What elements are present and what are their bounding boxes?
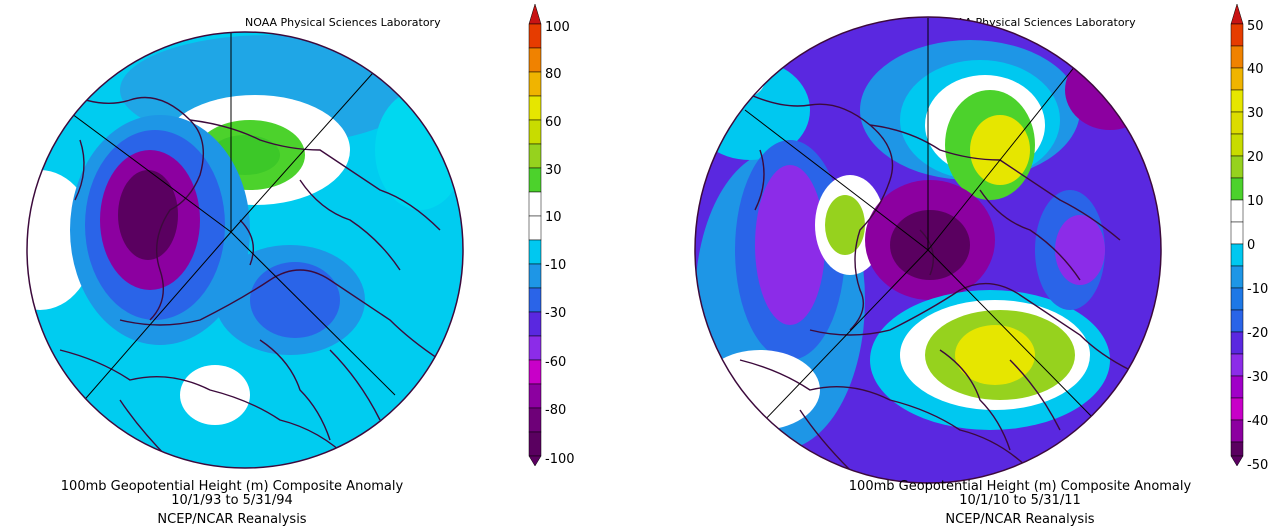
colorbar-label: 20 xyxy=(1247,150,1264,165)
colorbar: 50 40 30 20 10 0 -10 -20 -30 -40 -50 xyxy=(1222,0,1280,473)
map-caption-source: NCEP/NCAR Reanalysis xyxy=(945,512,1095,527)
colorbar-label: -100 xyxy=(545,452,575,467)
colorbar-label: -40 xyxy=(1247,414,1269,429)
colorbar-label: 40 xyxy=(1247,62,1264,77)
colorbar-label: 50 xyxy=(1247,19,1264,34)
polar-map xyxy=(694,16,1162,484)
map-boundary xyxy=(694,16,1162,484)
meridian-lines xyxy=(744,18,1096,426)
map-caption-title: 100mb Geopotential Height (m) Composite … xyxy=(60,479,404,494)
colorbar-label: -50 xyxy=(1247,458,1269,473)
map-caption-title: 100mb Geopotential Height (m) Composite … xyxy=(848,479,1192,494)
map-caption-source: NCEP/NCAR Reanalysis xyxy=(157,512,307,527)
map-caption-dates: 10/1/93 to 5/31/94 xyxy=(171,493,293,508)
colorbar-label: -10 xyxy=(545,258,567,273)
coastlines xyxy=(59,89,441,461)
map-caption-dates: 10/1/10 to 5/31/11 xyxy=(959,493,1081,508)
credit-label: NOAA Physical Sciences Laboratory xyxy=(215,15,445,30)
colorbar-label: 100 xyxy=(545,20,570,35)
colorbar-label: 10 xyxy=(545,210,562,225)
colorbar-label: -10 xyxy=(1247,282,1269,297)
colorbar-label: 30 xyxy=(545,163,562,178)
map-boundary xyxy=(26,31,464,469)
colorbar-label: 80 xyxy=(545,67,562,82)
colorbar-label: 60 xyxy=(545,115,562,130)
colorbar-label: -20 xyxy=(1247,326,1269,341)
left-map-panel: NOAA Physical Sciences Laboratory xyxy=(26,0,580,527)
colorbar-label: 30 xyxy=(1247,106,1264,121)
colorbar-label: -60 xyxy=(545,355,567,370)
colorbar-label: 10 xyxy=(1247,194,1264,209)
right-map-panel: NOAA Physical Sciences Laboratory xyxy=(640,0,1280,529)
meridian-lines xyxy=(59,32,396,406)
colorbar-label: -30 xyxy=(1247,370,1269,385)
colorbar-label: -30 xyxy=(545,306,567,321)
colorbar: 100 80 60 30 10 -10 -30 -60 -80 -100 xyxy=(520,0,580,470)
colorbar-label: -80 xyxy=(545,403,567,418)
polar-map xyxy=(26,31,464,469)
colorbar-label: 0 xyxy=(1247,238,1256,253)
